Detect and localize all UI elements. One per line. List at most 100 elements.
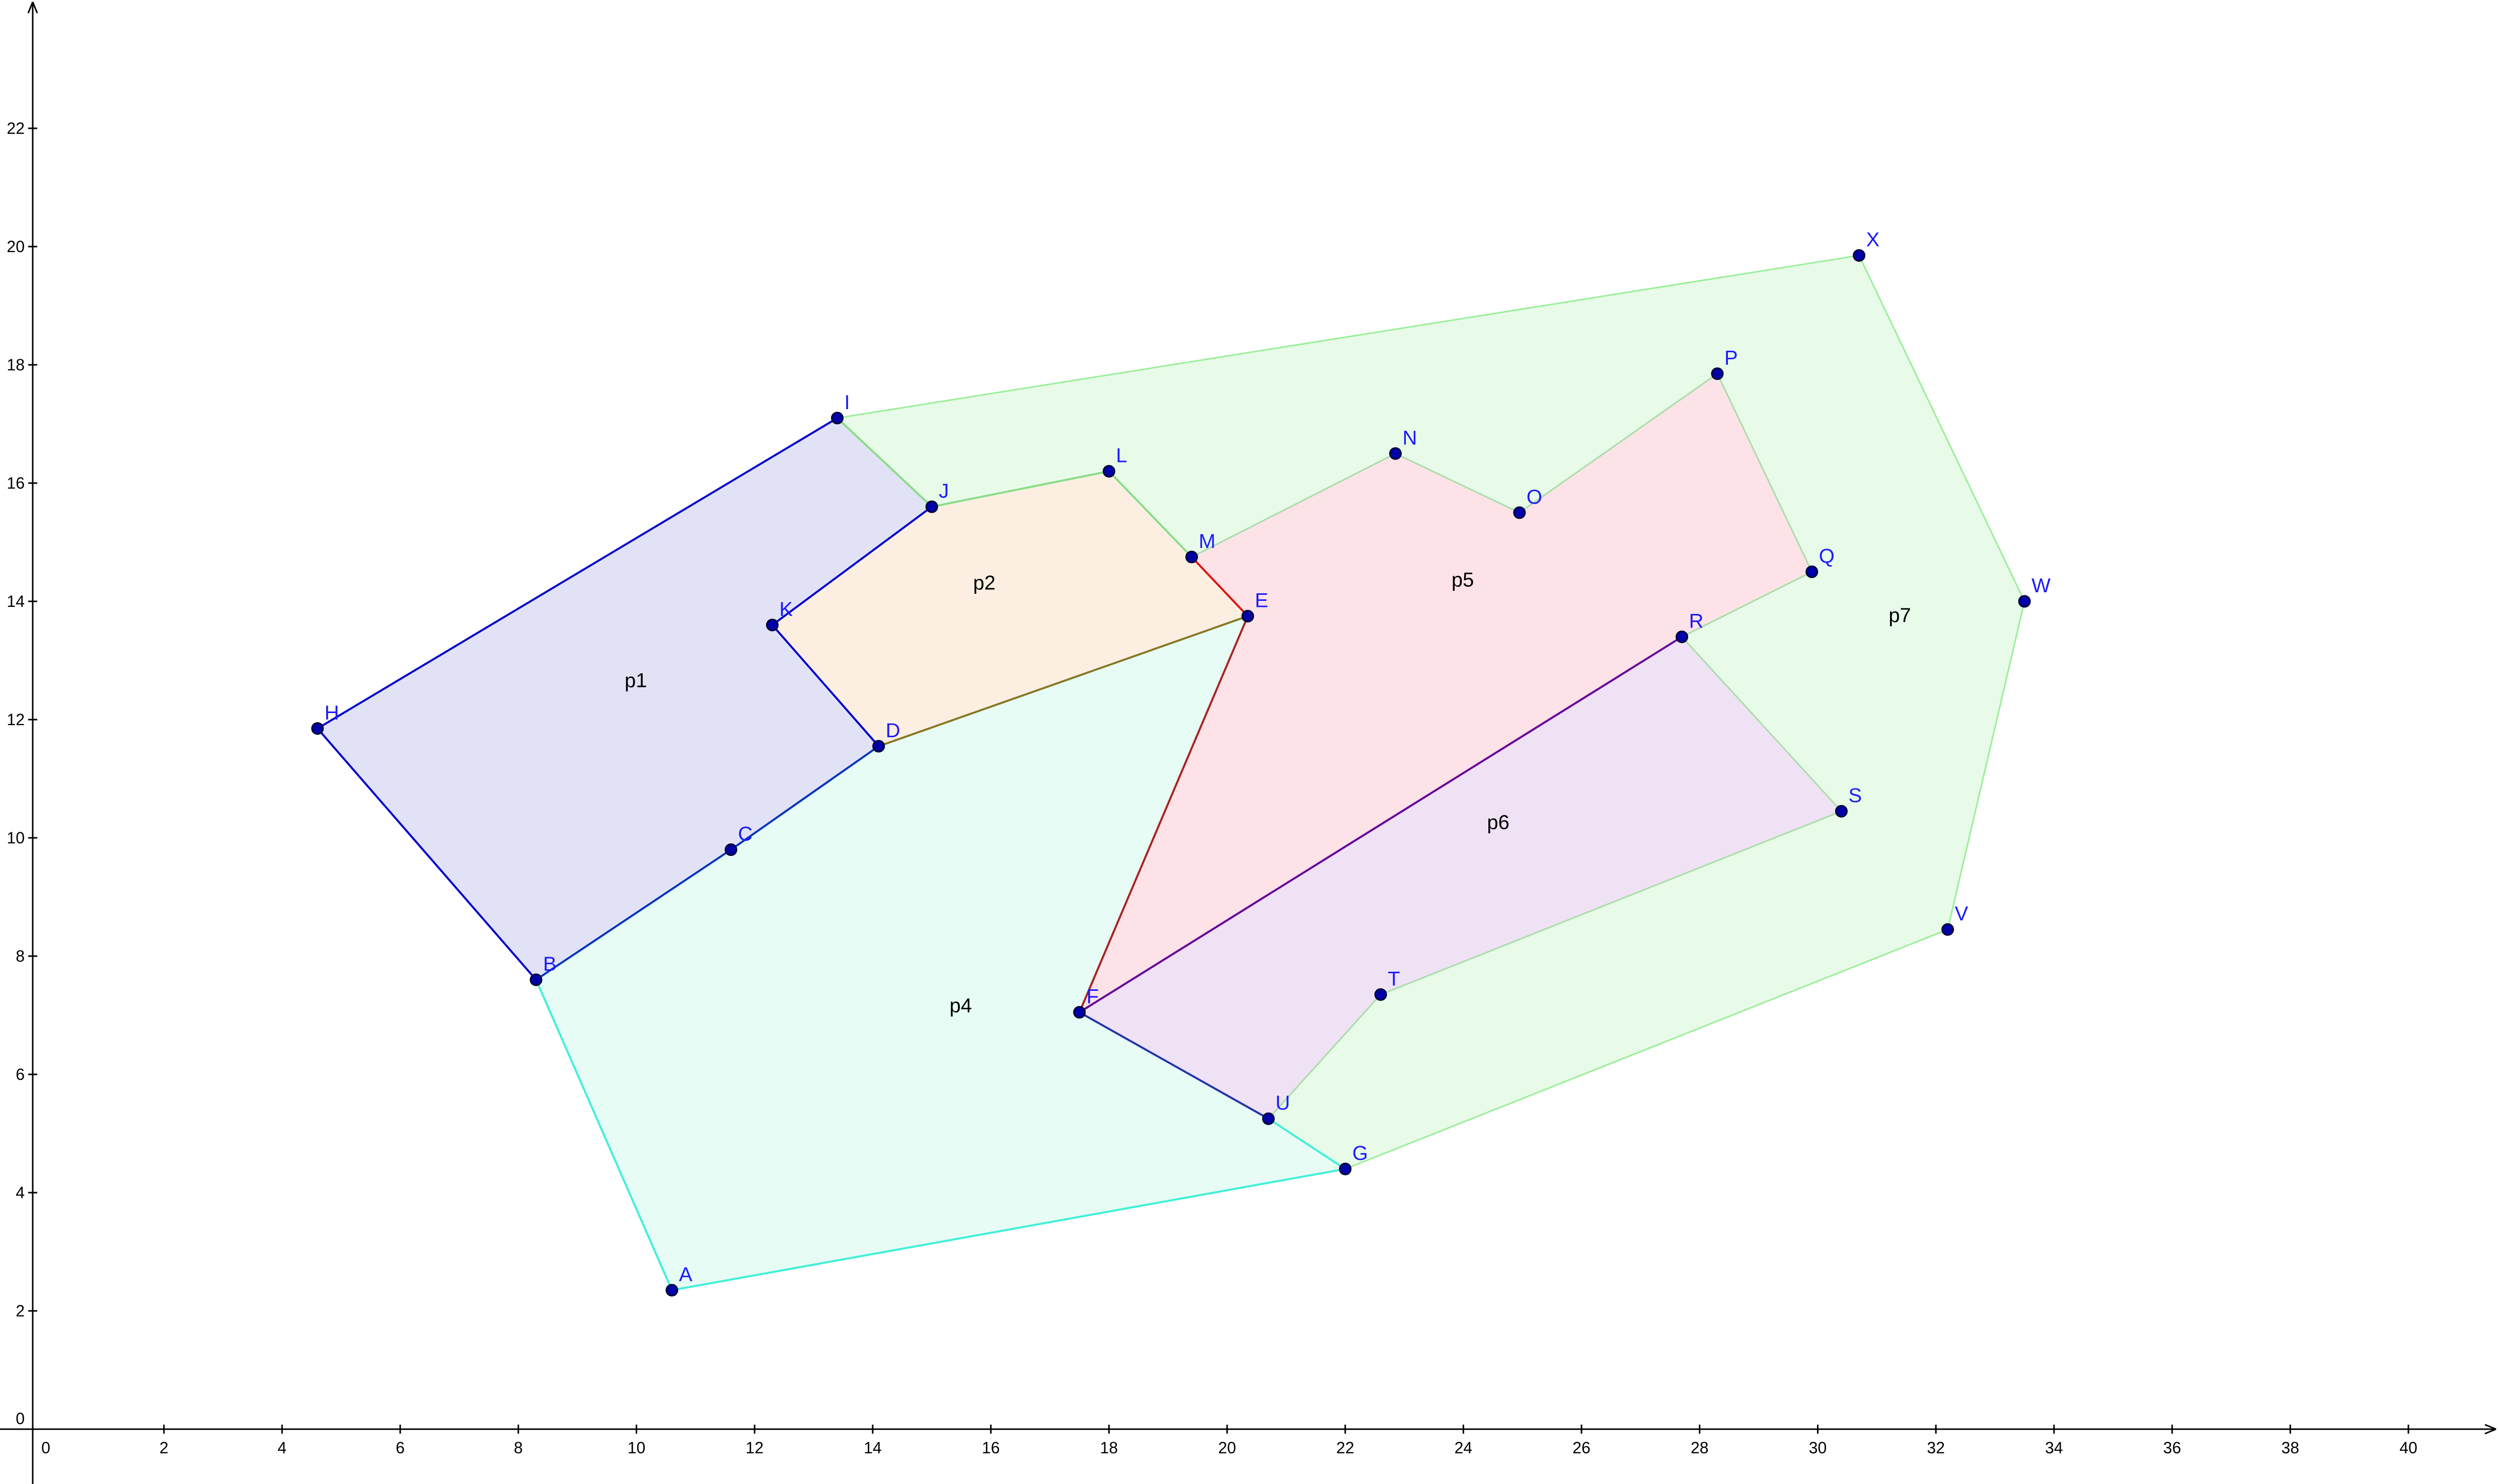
point-U[interactable] bbox=[1262, 1112, 1275, 1125]
y-tick-label: 22 bbox=[7, 119, 25, 137]
point-label-W: W bbox=[2031, 575, 2051, 597]
point-R[interactable] bbox=[1676, 631, 1689, 643]
point-label-B: B bbox=[543, 953, 557, 975]
point-label-U: U bbox=[1275, 1092, 1290, 1114]
y-tick-label: 4 bbox=[16, 1184, 25, 1202]
point-label-V: V bbox=[1955, 903, 1968, 925]
x-tick-label: 2 bbox=[160, 1439, 169, 1457]
point-N[interactable] bbox=[1389, 447, 1402, 460]
x-tick-label: 18 bbox=[1100, 1439, 1118, 1457]
x-tick-label: 30 bbox=[1809, 1439, 1827, 1457]
point-label-A: A bbox=[679, 1264, 693, 1286]
polygon-label-p1: p1 bbox=[625, 669, 647, 691]
point-V[interactable] bbox=[1941, 923, 1954, 936]
point-label-O: O bbox=[1527, 486, 1542, 508]
point-M[interactable] bbox=[1185, 551, 1198, 564]
point-label-E: E bbox=[1255, 589, 1268, 611]
segment-ME[interactable] bbox=[1191, 556, 1249, 617]
point-A[interactable] bbox=[665, 1284, 678, 1297]
point-E[interactable] bbox=[1241, 609, 1254, 622]
segment-EF[interactable] bbox=[1078, 615, 1249, 1013]
point-X[interactable] bbox=[1853, 249, 1866, 262]
x-tick-label: 6 bbox=[396, 1439, 405, 1457]
point-label-H: H bbox=[325, 702, 339, 724]
segment-HI[interactable] bbox=[317, 417, 838, 730]
x-tick-label: 20 bbox=[1218, 1439, 1236, 1457]
point-S[interactable] bbox=[1835, 805, 1848, 818]
y-tick-label: 14 bbox=[7, 592, 25, 610]
points-layer: A B C D E F G H I J K L M N O P Q R S T U V W X bbox=[311, 229, 2051, 1297]
x-tick-label: 36 bbox=[2163, 1439, 2181, 1457]
x-tick-label: 8 bbox=[514, 1439, 523, 1457]
polygon-label-p4: p4 bbox=[949, 995, 972, 1017]
segment-KD[interactable] bbox=[771, 624, 880, 747]
segment-UG[interactable] bbox=[1268, 1118, 1346, 1170]
point-T[interactable] bbox=[1374, 988, 1387, 1001]
polygon-label-p5: p5 bbox=[1452, 569, 1474, 591]
point-label-S: S bbox=[1848, 785, 1862, 807]
point-P[interactable] bbox=[1711, 367, 1724, 380]
point-label-G: G bbox=[1352, 1142, 1368, 1164]
point-O[interactable] bbox=[1513, 506, 1526, 519]
y-tick-label: 8 bbox=[16, 947, 25, 965]
x-tick-label: 28 bbox=[1691, 1439, 1709, 1457]
segment-JK[interactable] bbox=[772, 506, 933, 626]
point-H[interactable] bbox=[311, 722, 324, 735]
y-tick-label: 0 bbox=[16, 1410, 25, 1428]
point-label-Q: Q bbox=[1819, 545, 1835, 567]
x-axis-arrow-icon bbox=[2484, 1424, 2496, 1435]
y-tick-label: 20 bbox=[7, 238, 25, 256]
x-tick-label: 10 bbox=[628, 1439, 646, 1457]
x-tick-label: 32 bbox=[1927, 1439, 1945, 1457]
point-Q[interactable] bbox=[1805, 565, 1819, 578]
y-tick-label: 18 bbox=[7, 356, 25, 374]
point-label-X: X bbox=[1866, 229, 1880, 251]
point-L[interactable] bbox=[1102, 465, 1115, 478]
segment-DE[interactable] bbox=[878, 615, 1248, 747]
point-C[interactable] bbox=[724, 843, 737, 856]
point-label-N: N bbox=[1402, 427, 1417, 449]
point-B[interactable] bbox=[529, 973, 543, 986]
point-G[interactable] bbox=[1339, 1162, 1352, 1176]
polygon-label-p6: p6 bbox=[1487, 811, 1509, 833]
polygons-layer bbox=[316, 254, 2025, 1291]
point-D[interactable] bbox=[872, 740, 885, 753]
x-tick-label: 12 bbox=[745, 1439, 764, 1457]
segment-GA[interactable] bbox=[671, 1168, 1346, 1291]
y-tick-label: 2 bbox=[16, 1302, 25, 1320]
point-label-I: I bbox=[844, 392, 850, 414]
segment-BC[interactable] bbox=[535, 848, 732, 981]
segment-AB[interactable] bbox=[535, 979, 673, 1291]
segment-LM[interactable] bbox=[1108, 471, 1193, 558]
segment-FR[interactable] bbox=[1079, 636, 1683, 1013]
point-label-D: D bbox=[886, 720, 900, 742]
segment-IJ[interactable] bbox=[837, 417, 933, 508]
polygon-label-p2: p2 bbox=[973, 572, 996, 594]
x-tick-label: 24 bbox=[1455, 1439, 1473, 1457]
segment-HB[interactable] bbox=[317, 728, 537, 981]
x-tick-label: 26 bbox=[1572, 1439, 1591, 1457]
polygon-label-p7: p7 bbox=[1888, 604, 1911, 627]
point-J[interactable] bbox=[925, 500, 938, 513]
x-tick-label: 38 bbox=[2282, 1439, 2300, 1457]
x-tick-label: 22 bbox=[1336, 1439, 1354, 1457]
point-I[interactable] bbox=[830, 412, 844, 425]
point-F[interactable] bbox=[1073, 1006, 1086, 1019]
y-tick-label: 12 bbox=[7, 711, 25, 729]
segment-JL[interactable] bbox=[931, 470, 1109, 508]
segment-CD[interactable] bbox=[730, 745, 879, 851]
x-tick-label: 0 bbox=[41, 1439, 50, 1457]
point-label-P: P bbox=[1724, 347, 1738, 369]
x-tick-label: 40 bbox=[2399, 1439, 2417, 1457]
x-tick-label: 16 bbox=[982, 1439, 1000, 1457]
point-label-L: L bbox=[1116, 445, 1127, 467]
point-K[interactable] bbox=[766, 618, 779, 632]
polygon-labels-layer: p7 p4 p1 p2 p5 p6 bbox=[625, 569, 1911, 1017]
point-label-F: F bbox=[1087, 986, 1099, 1008]
point-W[interactable] bbox=[2018, 595, 2031, 608]
point-label-R: R bbox=[1689, 610, 1704, 633]
point-label-M: M bbox=[1199, 530, 1216, 553]
segment-FU[interactable] bbox=[1079, 1011, 1269, 1120]
